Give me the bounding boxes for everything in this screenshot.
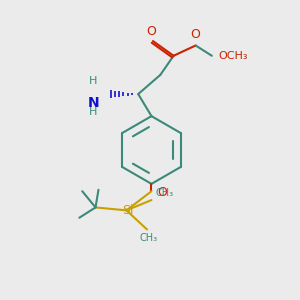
Text: CH₃: CH₃ (140, 233, 158, 243)
Text: O: O (157, 186, 166, 199)
Text: H: H (89, 76, 98, 86)
Text: O: O (191, 28, 201, 41)
Text: N: N (87, 95, 99, 110)
Text: H: H (89, 107, 98, 117)
Text: Si: Si (122, 204, 134, 217)
Text: O: O (146, 25, 156, 38)
Text: CH₃: CH₃ (156, 188, 174, 198)
Text: OCH₃: OCH₃ (218, 51, 248, 61)
